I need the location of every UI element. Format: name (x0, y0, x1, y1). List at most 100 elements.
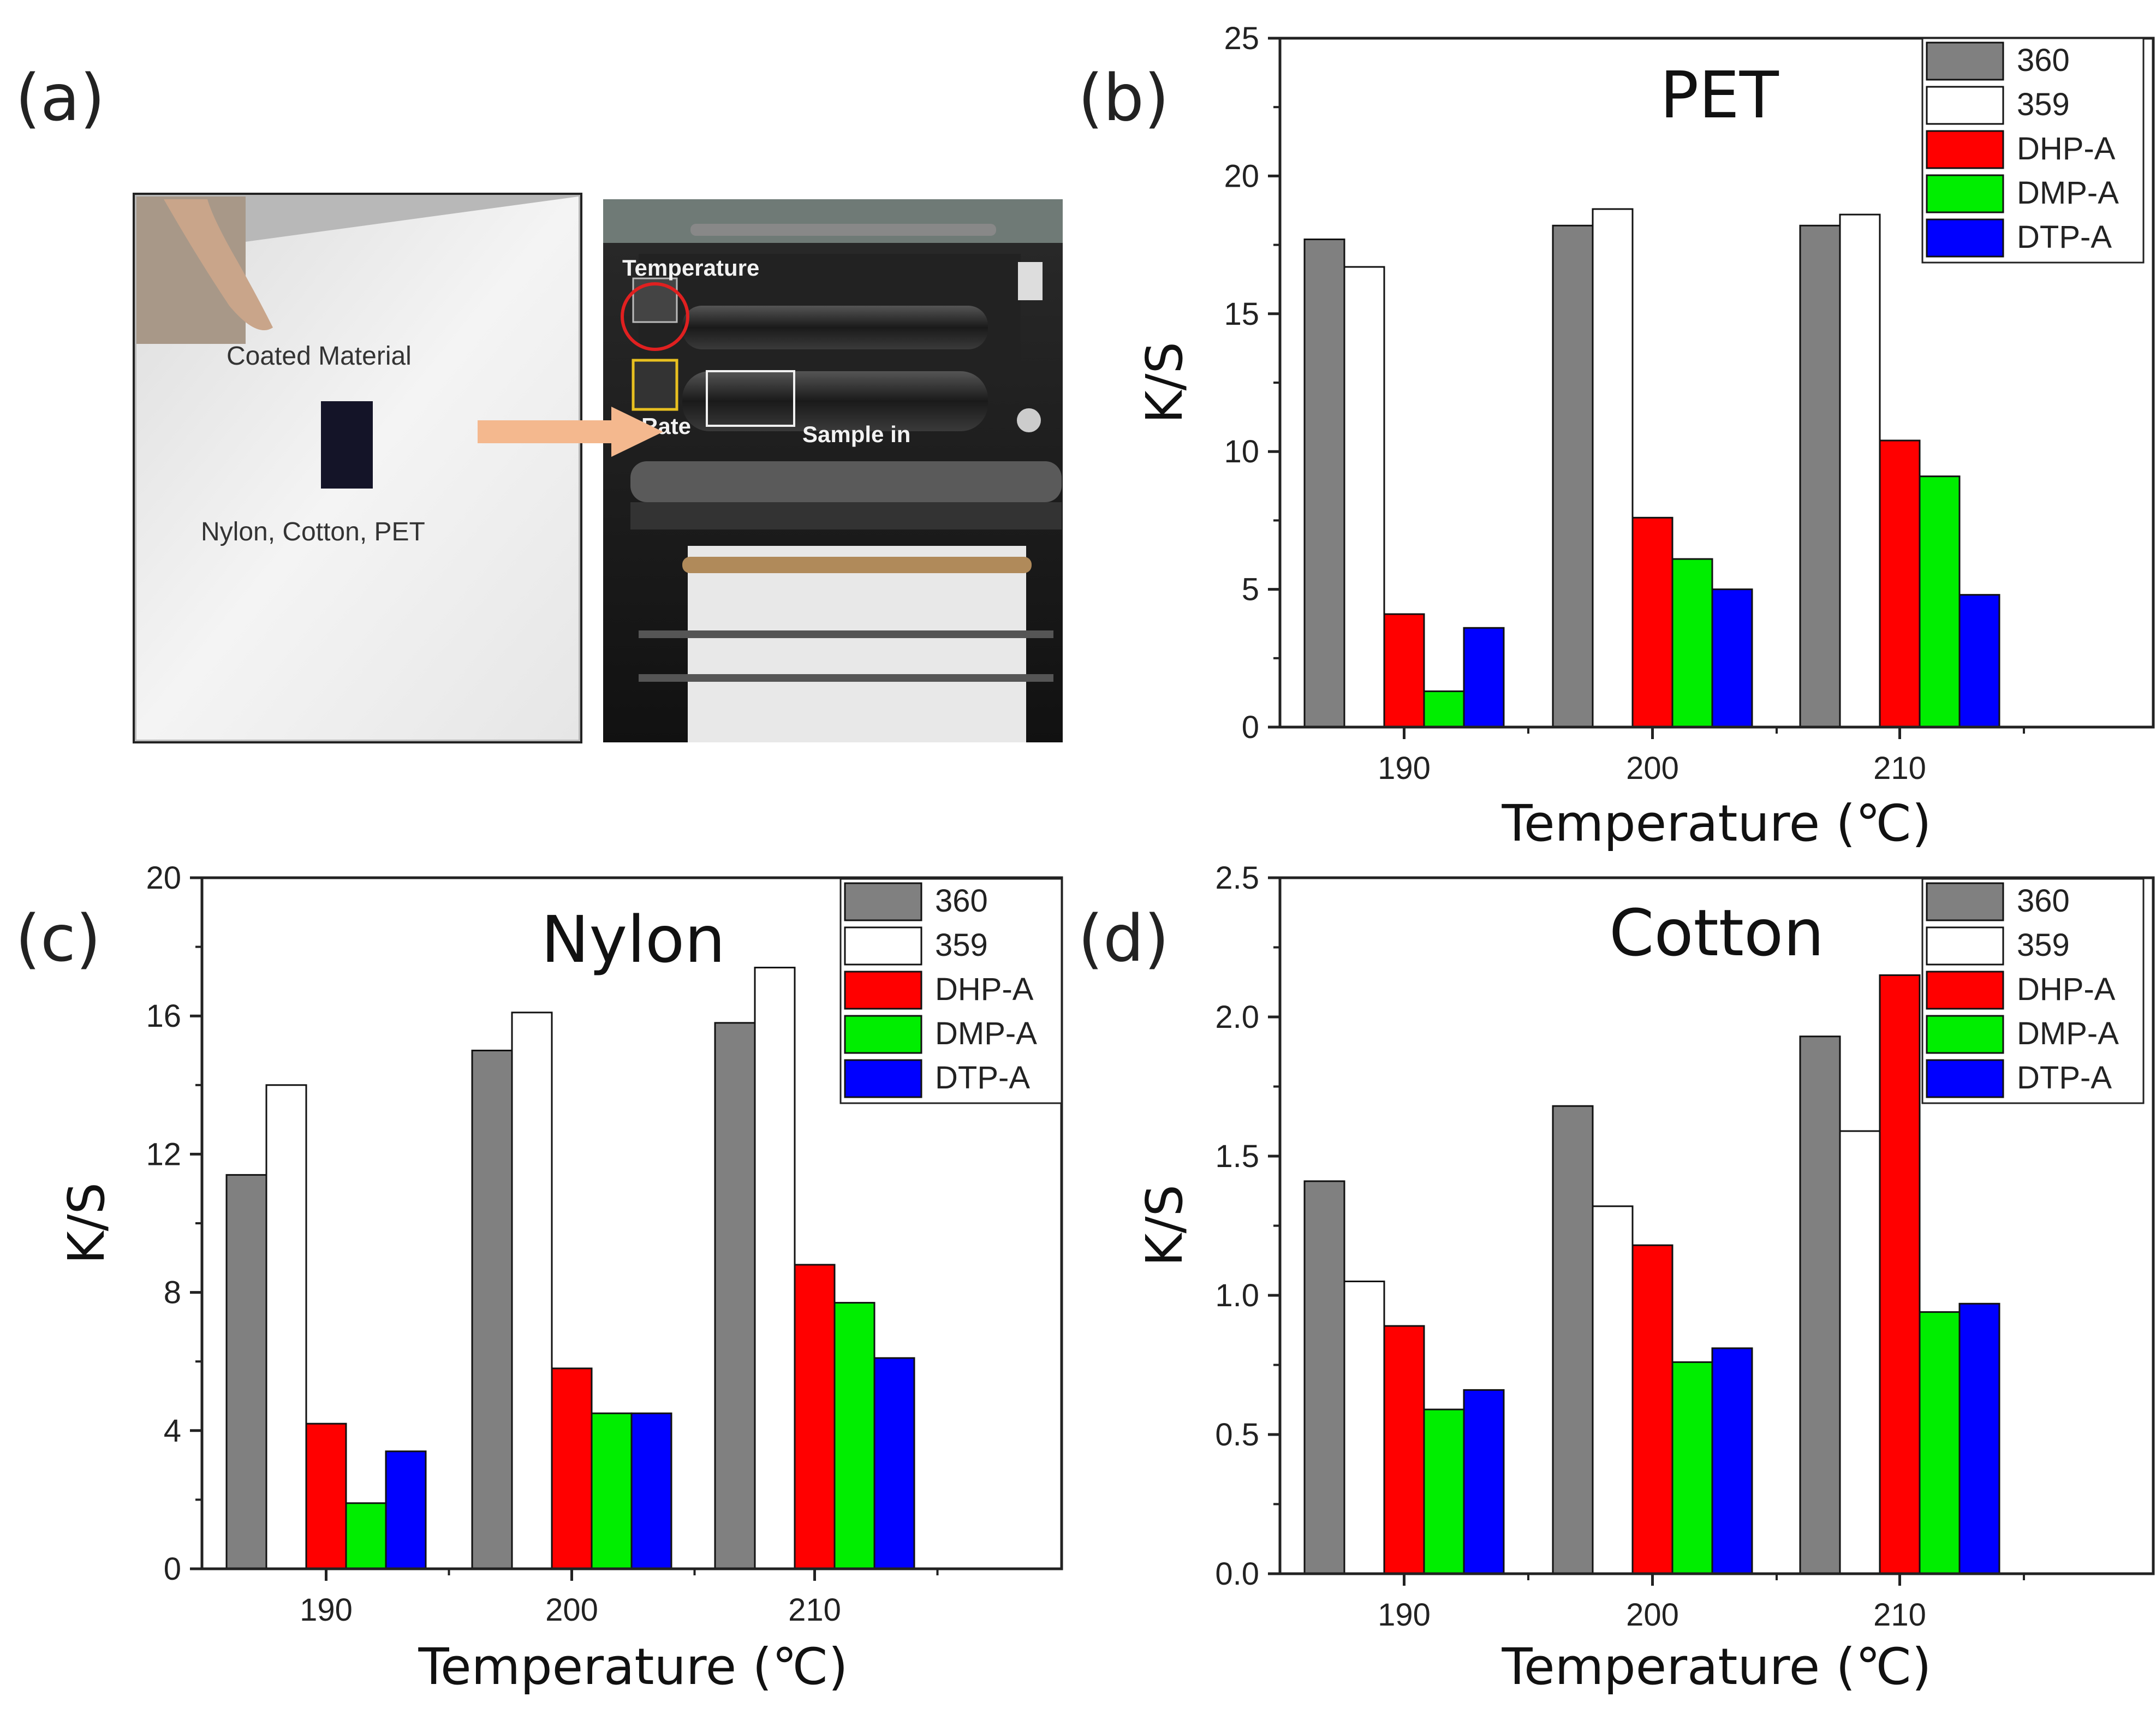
cotton-y-tick-label: 1.5 (1215, 1139, 1259, 1174)
pet-bars (1303, 208, 2000, 728)
cotton-legend-label-dtp-a: DTP-A (2017, 1060, 2112, 1096)
pet-bar-dtp-a-200 (1711, 588, 1753, 728)
pet-bar-360-200 (1552, 224, 1594, 728)
cotton-y-tick-label: 2.0 (1215, 999, 1259, 1035)
pet-bar-dmp-a-210 (1919, 475, 1961, 728)
pet-legend-swatch-360 (1926, 41, 2004, 81)
photo-caption-top: Coated Material (227, 342, 412, 371)
cotton-legend-swatch-dhp-a (1926, 971, 2004, 1010)
panel-a: (a) Coated Material Nylon, Cotton, PET (15, 60, 1063, 743)
cotton-bar-360-200 (1552, 1105, 1594, 1575)
pet-bar-dtp-a-210 (1958, 594, 2000, 728)
hand-image (164, 199, 273, 330)
nylon-bar-dhp-a-210 (794, 1264, 836, 1570)
cotton-x-tick-label-200: 200 (1626, 1597, 1679, 1633)
cotton-bar-360-190 (1303, 1180, 1345, 1575)
pet-chart-title: PET (1660, 57, 1779, 133)
pet-bar-359-210 (1839, 213, 1881, 728)
pet-x-tick-label-200: 200 (1626, 751, 1679, 786)
nylon-bar-dmp-a-200 (591, 1412, 633, 1570)
cotton-y-tick-label: 0.0 (1215, 1556, 1259, 1592)
cotton-legend-swatch-360 (1926, 882, 2004, 921)
cotton-legend-label-360: 360 (2017, 883, 2070, 919)
process-arrow (478, 407, 663, 457)
nylon-legend-label-359: 359 (935, 927, 988, 963)
nylon-bar-dmp-a-210 (833, 1302, 875, 1570)
nylon-y-tick-label: 20 (146, 860, 181, 896)
cotton-legend-label-dhp-a: DHP-A (2017, 972, 2116, 1007)
nylon-legend-swatch-dhp-a (844, 971, 922, 1010)
nylon-bar-359-200 (511, 1011, 553, 1570)
nylon-bar-dtp-a-200 (630, 1412, 672, 1570)
chart-cotton: (d) 0.0 0.5 1.0 1.5 2.0 2.5 190 200 210 Cotton T… (1078, 860, 2155, 1696)
nylon-x-tick-label-200: 200 (545, 1592, 598, 1628)
pet-legend-swatch-359 (1926, 86, 2004, 125)
pet-y-tick-label: 5 (1242, 572, 1259, 608)
cotton-bar-dmp-a-200 (1671, 1361, 1713, 1575)
pet-bar-359-200 (1592, 208, 1634, 728)
pet-bar-dhp-a-210 (1879, 439, 1921, 728)
pet-bar-360-210 (1799, 224, 1841, 728)
pet-x-tick-label-190: 190 (1378, 751, 1431, 786)
photo-label-sample: Sample in (802, 421, 910, 447)
pet-y-tick-label: 10 (1224, 434, 1259, 469)
cotton-bar-360-210 (1799, 1035, 1841, 1575)
pet-ticks: 0 5 10 15 20 25 190 200 210 (1224, 21, 2025, 786)
cotton-legend-label-359: 359 (2017, 927, 2070, 963)
cotton-legend-swatch-dmp-a (1926, 1015, 2004, 1054)
nylon-ticks: 0 4 8 12 16 20 190 200 210 (146, 860, 939, 1628)
nylon-chart-title: Nylon (541, 902, 725, 977)
pet-bar-dmp-a-200 (1671, 558, 1713, 728)
cotton-y-axis-title: K/S (1135, 1185, 1194, 1266)
pet-bar-dhp-a-190 (1383, 613, 1425, 728)
pet-y-axis-title: K/S (1135, 342, 1194, 424)
cotton-bar-359-210 (1839, 1130, 1881, 1575)
nylon-y-tick-label: 12 (146, 1136, 181, 1172)
pet-x-axis-title: Temperature (℃) (1501, 794, 1931, 853)
nylon-bar-dhp-a-190 (305, 1423, 347, 1570)
nylon-y-tick-label: 0 (164, 1551, 181, 1587)
pet-legend-swatch-dtp-a (1926, 218, 2004, 258)
cotton-bar-dhp-a-190 (1383, 1325, 1425, 1575)
cotton-bar-dhp-a-200 (1631, 1244, 1673, 1575)
nylon-x-tick-label-190: 190 (300, 1592, 353, 1628)
pet-y-tick-label: 15 (1224, 296, 1259, 332)
cotton-y-tick-label: 1.0 (1215, 1278, 1259, 1313)
nylon-legend-swatch-359 (844, 926, 922, 966)
pet-y-tick-label: 0 (1242, 710, 1259, 745)
pet-legend: 360 359 DHP-A DMP-A DTP-A (1921, 37, 2145, 264)
nylon-x-tick-label-210: 210 (788, 1592, 841, 1628)
nylon-legend-label-dmp-a: DMP-A (935, 1016, 1037, 1051)
cotton-legend: 360 359 DHP-A DMP-A DTP-A (1921, 878, 2145, 1104)
pet-legend-label-dmp-a: DMP-A (2017, 175, 2119, 211)
cotton-bar-dtp-a-210 (1958, 1302, 2000, 1575)
cotton-legend-swatch-359 (1926, 926, 2004, 966)
nylon-legend: 360 359 DHP-A DMP-A DTP-A (839, 878, 1063, 1104)
pet-x-tick-label-210: 210 (1873, 751, 1926, 786)
cotton-ticks: 0.0 0.5 1.0 1.5 2.0 2.5 190 200 210 (1215, 860, 2025, 1633)
pet-legend-label-dtp-a: DTP-A (2017, 219, 2112, 255)
nylon-y-tick-label: 8 (164, 1275, 181, 1311)
nylon-bar-dhp-a-200 (551, 1367, 593, 1570)
cotton-bar-359-200 (1592, 1205, 1634, 1575)
pet-legend-label-360: 360 (2017, 43, 2070, 78)
nylon-bar-360-190 (225, 1174, 267, 1570)
cotton-bar-dhp-a-210 (1879, 974, 1921, 1575)
cotton-y-tick-label: 2.5 (1215, 860, 1259, 896)
nylon-bar-359-210 (754, 967, 796, 1570)
coated-swatch (321, 401, 373, 489)
nylon-legend-swatch-dtp-a (844, 1059, 922, 1098)
cotton-x-tick-label-210: 210 (1873, 1597, 1926, 1633)
pet-legend-label-359: 359 (2017, 87, 2070, 122)
pet-bar-dtp-a-190 (1463, 627, 1505, 728)
nylon-x-axis-title: Temperature (℃) (418, 1638, 848, 1696)
nylon-y-tick-label: 16 (146, 998, 181, 1034)
photo-coated-material: Coated Material Nylon, Cotton, PET (133, 193, 582, 743)
nylon-bar-dtp-a-190 (385, 1450, 427, 1570)
cotton-x-tick-label-190: 190 (1378, 1597, 1431, 1633)
panel-c-label: (c) (15, 901, 101, 976)
pet-legend-swatch-dhp-a (1926, 130, 2004, 169)
photo-caption-bottom: Nylon, Cotton, PET (201, 517, 425, 546)
chart-nylon: (c) 0 4 8 12 16 20 190 200 210 Nylon Temperature… (15, 860, 1063, 1696)
cotton-legend-label-dmp-a: DMP-A (2017, 1016, 2119, 1051)
